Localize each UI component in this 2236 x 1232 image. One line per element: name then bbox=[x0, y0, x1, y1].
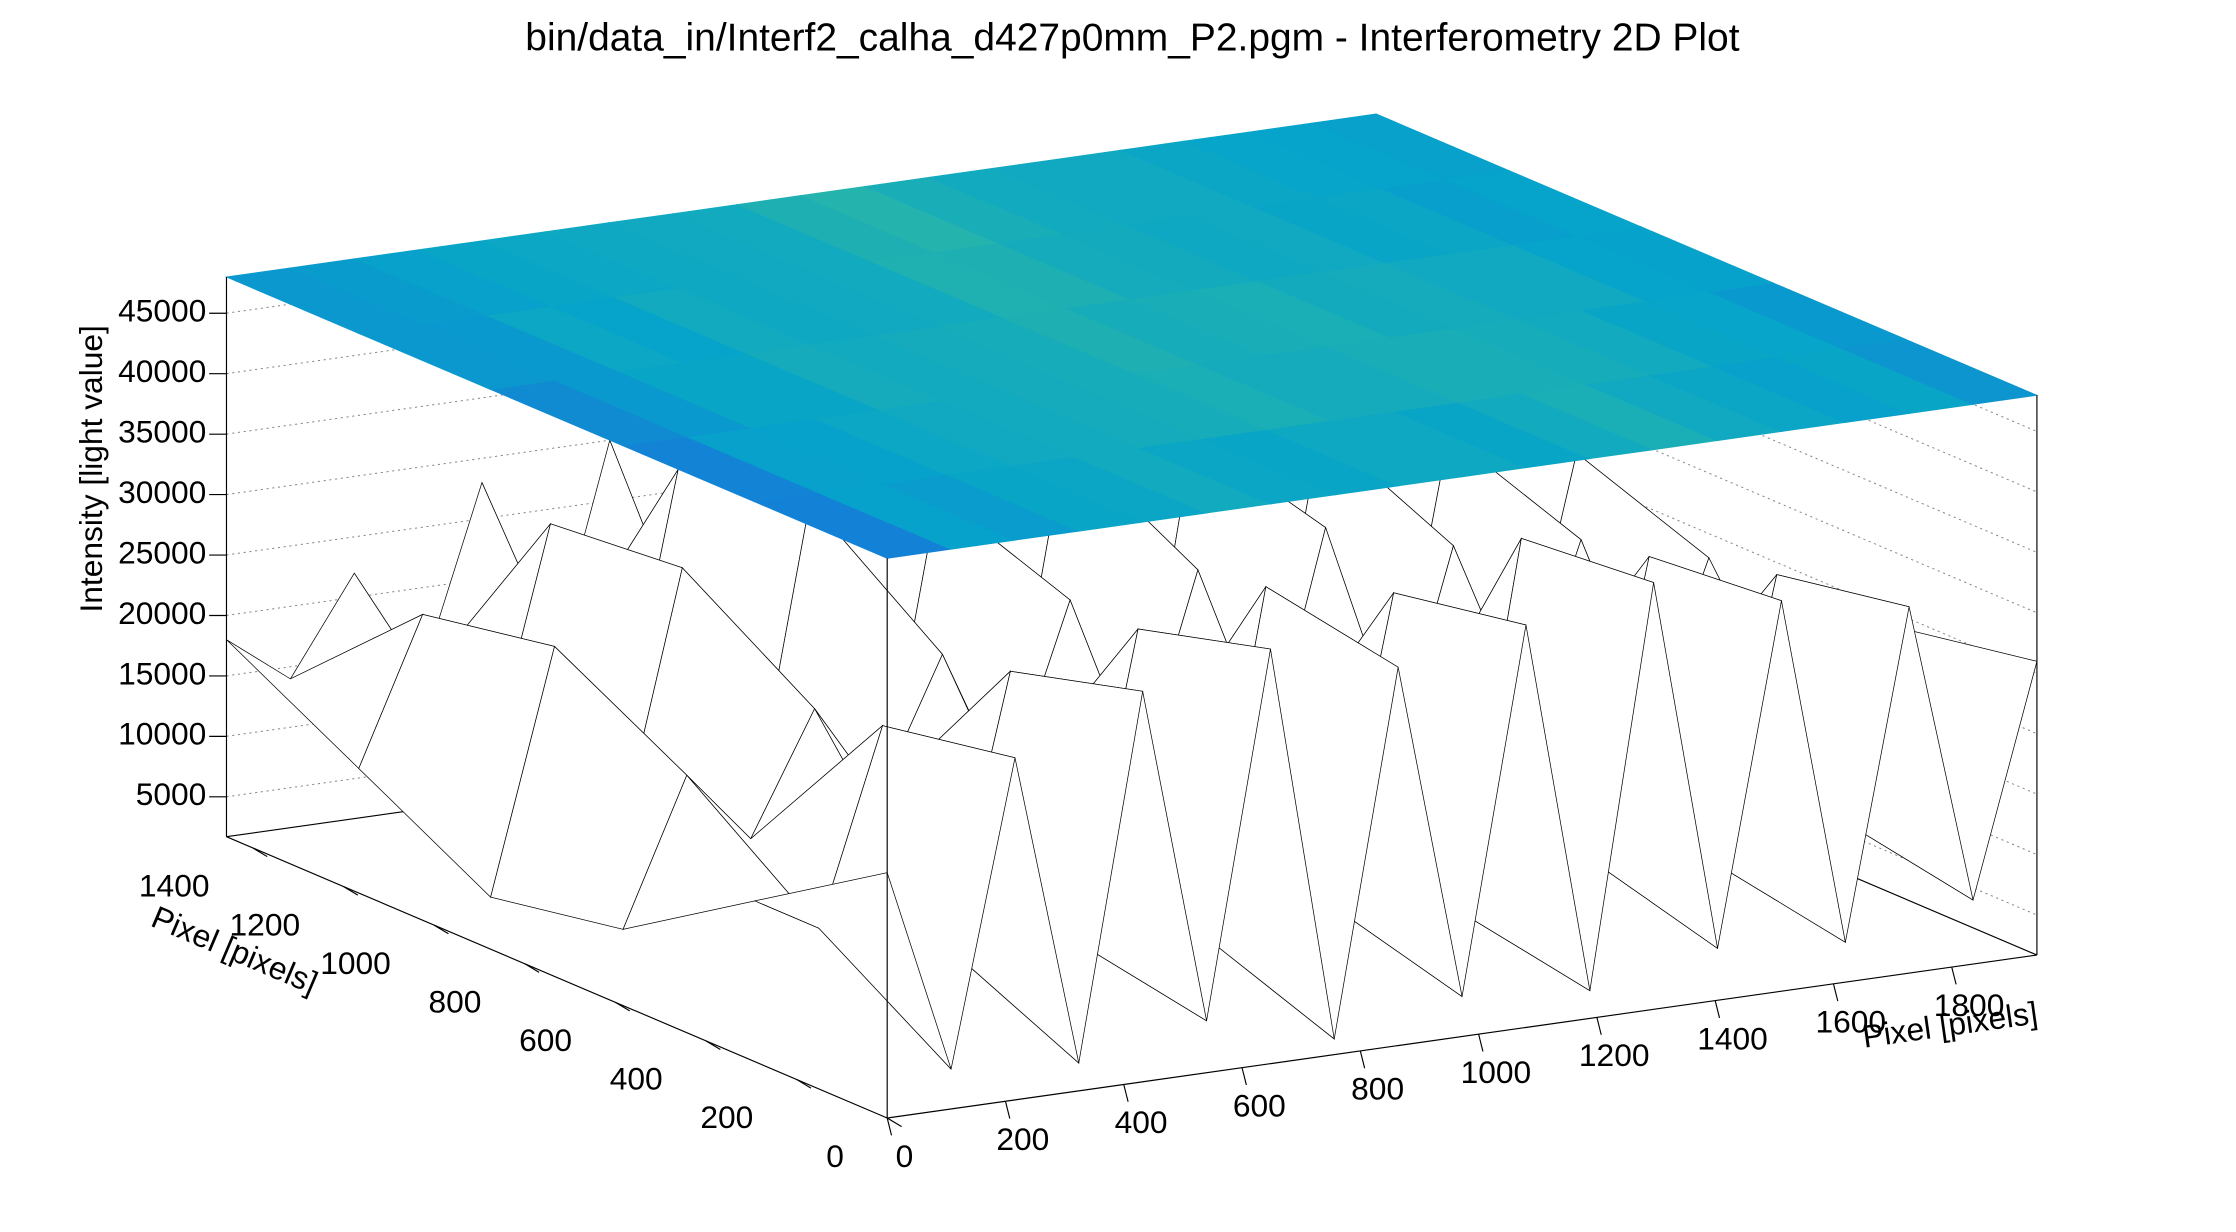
y-tick-label: 800 bbox=[428, 983, 481, 1019]
x-tick bbox=[1359, 1050, 1366, 1069]
x-tick-label: 600 bbox=[1233, 1087, 1286, 1123]
z-tick-label: 20000 bbox=[118, 595, 206, 631]
x-tick bbox=[886, 1117, 893, 1136]
z-tick-label: 45000 bbox=[118, 293, 206, 329]
y-tick bbox=[705, 1040, 721, 1050]
z-axis-title: Intensity [light value] bbox=[73, 325, 109, 612]
x-tick-label: 1000 bbox=[1461, 1054, 1532, 1090]
x-tick bbox=[1832, 983, 1839, 1002]
y-tick bbox=[433, 924, 449, 935]
y-tick-label: 600 bbox=[519, 1022, 572, 1058]
surface-cell bbox=[753, 872, 952, 1070]
y-tick-label: 1400 bbox=[139, 868, 210, 904]
x-tick-label: 1800 bbox=[1934, 987, 2005, 1023]
box-edge bbox=[887, 954, 2038, 1119]
y-tick bbox=[343, 885, 359, 896]
z-tick-label: 25000 bbox=[118, 534, 206, 570]
x-tick-label: 1600 bbox=[1816, 1004, 1887, 1040]
x-tick-label: 200 bbox=[996, 1121, 1049, 1157]
y-tick-label: 1000 bbox=[320, 945, 391, 981]
y-tick bbox=[796, 1078, 812, 1089]
x-tick-label: 400 bbox=[1115, 1104, 1168, 1140]
x-tick-label: 800 bbox=[1351, 1071, 1404, 1107]
x-tick-label: 1400 bbox=[1697, 1020, 1768, 1056]
y-tick bbox=[252, 847, 268, 858]
z-tick-label: 5000 bbox=[136, 776, 207, 812]
x-tick-label: 1200 bbox=[1579, 1037, 1650, 1073]
chart-title: bin/data_in/Interf2_calha_d427p0mm_P2.pg… bbox=[525, 17, 1739, 60]
box-edge bbox=[226, 836, 888, 1119]
color-map-cell bbox=[1310, 113, 1511, 180]
z-tick-label: 30000 bbox=[118, 474, 206, 510]
x-tick bbox=[1004, 1101, 1011, 1119]
x-tick bbox=[1478, 1034, 1484, 1052]
y-tick bbox=[886, 1117, 902, 1128]
x-tick bbox=[1714, 1000, 1721, 1019]
z-tick-label: 35000 bbox=[118, 414, 206, 450]
x-tick bbox=[1951, 966, 1957, 985]
y-tick-label: 200 bbox=[700, 1099, 753, 1135]
y-tick-label: 400 bbox=[610, 1061, 663, 1097]
x-tick-label: 0 bbox=[896, 1138, 914, 1174]
z-tick-label: 15000 bbox=[118, 655, 206, 691]
y-tick-label: 0 bbox=[826, 1138, 844, 1174]
y-tick bbox=[524, 963, 540, 973]
y-tick bbox=[614, 1001, 631, 1012]
z-tick-label: 40000 bbox=[118, 353, 206, 389]
x-tick bbox=[1596, 1017, 1602, 1035]
x-tick bbox=[1241, 1067, 1247, 1086]
z-tick-label: 10000 bbox=[118, 716, 206, 752]
x-tick bbox=[1123, 1084, 1129, 1102]
y-tick-label: 1200 bbox=[230, 906, 301, 942]
